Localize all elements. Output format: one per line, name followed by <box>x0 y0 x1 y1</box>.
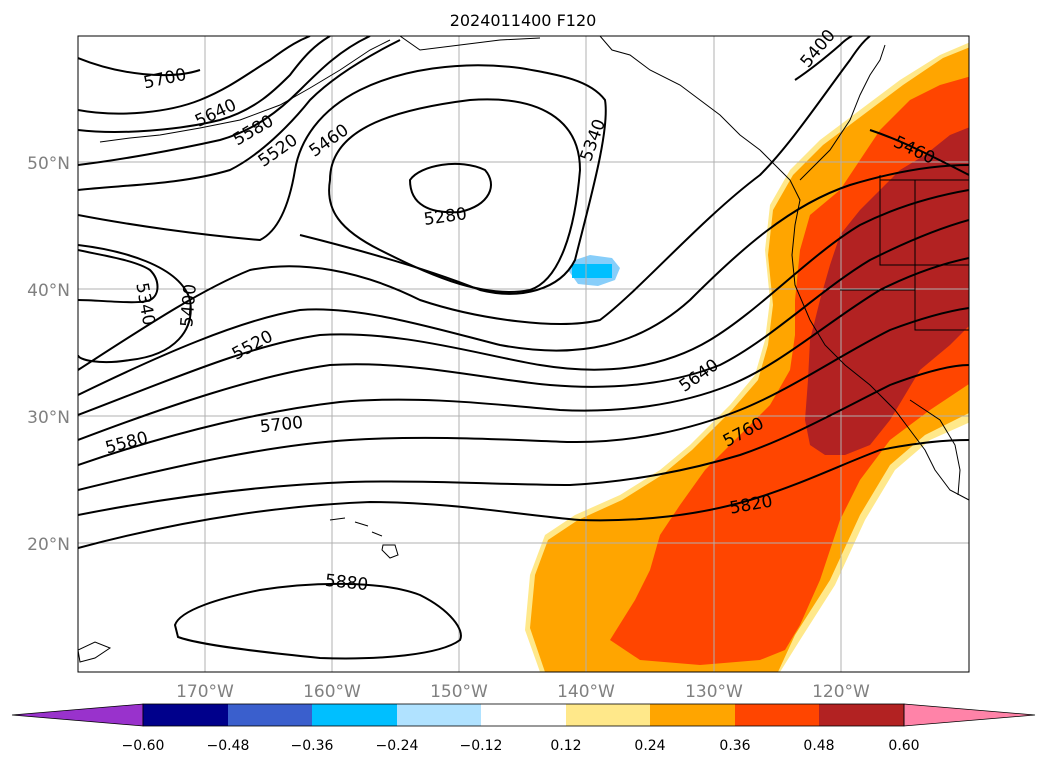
colorbar-swatch <box>143 704 228 726</box>
colorbar-tick-label: −0.60 <box>122 738 165 754</box>
colorbar-swatch <box>397 704 481 726</box>
colorbar-tick-label: −0.12 <box>460 738 503 754</box>
colorbar-tick-label: −0.36 <box>291 738 334 754</box>
gridlines <box>78 36 969 672</box>
colorbar-frame <box>142 703 905 727</box>
colorbar-tick-label: −0.24 <box>376 738 419 754</box>
contour-label: 5400 <box>177 283 201 328</box>
colorbar-tick-label: 0.60 <box>888 738 919 754</box>
contour-label: 5580 <box>103 428 150 459</box>
colorbar-extend-low <box>11 703 144 727</box>
contour-label: 5880 <box>324 571 369 595</box>
contour-label: 5340 <box>131 281 158 327</box>
lat-label-40n: 40°N <box>27 281 70 301</box>
lon-label-120w: 120°W <box>812 682 870 702</box>
colorbar-tick-label: 0.12 <box>550 738 581 754</box>
lon-label-130w: 130°W <box>685 682 743 702</box>
colorbar-swatch <box>312 704 397 726</box>
contour-label: 5520 <box>229 327 277 365</box>
fill-dark-red <box>805 127 969 455</box>
lon-label-140w: 140°W <box>557 682 615 702</box>
colorbar-swatch <box>819 704 904 726</box>
colorbar-swatch <box>735 704 819 726</box>
colorbar-swatch <box>566 704 650 726</box>
fill-blue <box>572 264 612 278</box>
colorbar-tick-label: 0.36 <box>719 738 750 754</box>
colorbar-swatch <box>228 704 312 726</box>
lon-label-170w: 170°W <box>176 682 234 702</box>
map-title: 2024011400 F120 <box>450 11 597 30</box>
contour-label: 5700 <box>142 65 188 94</box>
lon-label-160w: 160°W <box>303 682 361 702</box>
coastlines <box>78 36 969 663</box>
colorbar-extend-high <box>903 703 1036 727</box>
contour-label: 5340 <box>577 117 611 164</box>
map-area <box>78 36 969 672</box>
colorbar: −0.60 −0.48 −0.36 −0.24 −0.12 0.12 0.24 … <box>11 703 1036 754</box>
colorbar-tick-label: 0.24 <box>634 738 665 754</box>
map-frame <box>77 35 970 673</box>
colorbar-swatch <box>650 704 735 726</box>
contour-label: 5700 <box>259 413 304 437</box>
contour-label: 5400 <box>797 26 840 72</box>
colorbar-tick-label: −0.48 <box>207 738 250 754</box>
colorbar-tick-label: 0.48 <box>803 738 834 754</box>
contour-label: 5460 <box>306 120 353 161</box>
colorbar-swatch <box>481 704 566 726</box>
lon-label-150w: 150°W <box>430 682 488 702</box>
lat-label-20n: 20°N <box>27 535 70 555</box>
lat-label-30n: 30°N <box>27 408 70 428</box>
height-contours <box>78 36 969 660</box>
lat-label-50n: 50°N <box>27 154 70 174</box>
